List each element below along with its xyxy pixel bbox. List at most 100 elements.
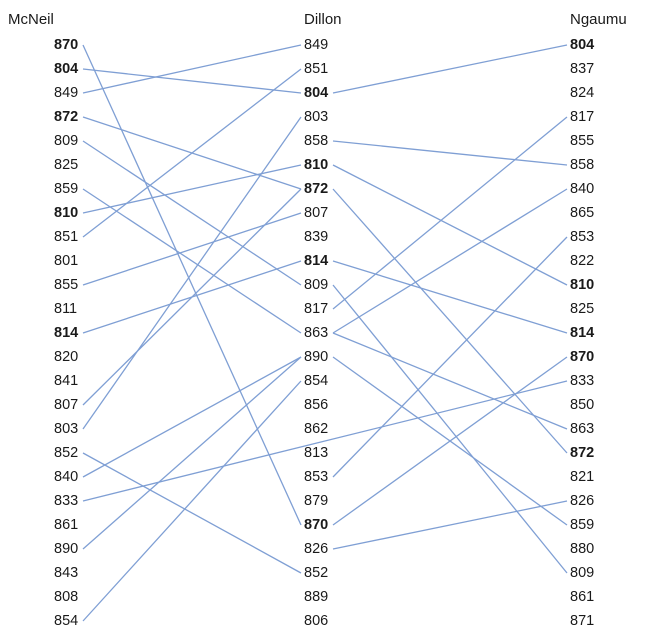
connector-line xyxy=(82,68,302,94)
dillon-value: 890 xyxy=(304,349,329,365)
ngaumu-value: 837 xyxy=(570,61,595,77)
mcneil-value: 810 xyxy=(54,205,79,221)
dillon-value: 849 xyxy=(304,37,329,53)
dillon-value: 806 xyxy=(304,613,329,629)
mcneil-value: 808 xyxy=(54,589,79,605)
dillon-value: 879 xyxy=(304,493,329,509)
dillon-value: 809 xyxy=(304,277,329,293)
connector-line xyxy=(82,116,302,430)
connector-line xyxy=(82,188,302,334)
connector-line xyxy=(332,116,568,310)
connector-line xyxy=(82,380,302,622)
ngaumu-value: 850 xyxy=(570,397,595,413)
dillon-value: 862 xyxy=(304,421,329,437)
ngaumu-value: 804 xyxy=(570,37,595,53)
mcneil-value: 851 xyxy=(54,229,79,245)
connector-line xyxy=(332,236,568,478)
dillon-value: 807 xyxy=(304,205,329,221)
dillon-value: 856 xyxy=(304,397,329,413)
mcneil-value: 803 xyxy=(54,421,79,437)
connector-line xyxy=(82,188,302,406)
mcneil-value: 890 xyxy=(54,541,79,557)
ngaumu-value: 821 xyxy=(570,469,595,485)
dillon-value: 872 xyxy=(304,181,329,197)
dillon-value: 854 xyxy=(304,373,329,389)
connector-line xyxy=(332,284,568,574)
mcneil-value: 840 xyxy=(54,469,79,485)
mcneil-value: 872 xyxy=(54,109,79,125)
mcneil-value: 852 xyxy=(54,445,79,461)
connector-line xyxy=(82,452,302,574)
mcneil-value: 811 xyxy=(54,301,78,317)
ngaumu-value: 817 xyxy=(570,109,595,125)
connector-line xyxy=(332,140,568,166)
ngaumu-value: 863 xyxy=(570,421,595,437)
mcneil-value: 841 xyxy=(54,373,79,389)
ngaumu-value: 865 xyxy=(570,205,595,221)
connector-line xyxy=(82,44,302,94)
connector-line xyxy=(332,164,568,286)
column-header-dillon: Dillon xyxy=(304,11,342,28)
connector-line xyxy=(82,140,302,286)
dillon-value: 839 xyxy=(304,229,329,245)
dillon-value: 853 xyxy=(304,469,329,485)
ngaumu-value: 833 xyxy=(570,373,595,389)
mcneil-value: 854 xyxy=(54,613,79,629)
dillon-value: 804 xyxy=(304,85,329,101)
connector-line xyxy=(332,500,568,550)
connector-line xyxy=(332,332,568,430)
connector-line xyxy=(82,380,568,502)
connector-line xyxy=(82,44,302,526)
ngaumu-value: 810 xyxy=(570,277,595,293)
mcneil-value: 849 xyxy=(54,85,79,101)
ngaumu-value: 861 xyxy=(570,589,595,605)
dillon-value: 817 xyxy=(304,301,329,317)
dillon-value: 826 xyxy=(304,541,329,557)
connector-line xyxy=(332,188,568,334)
connector-line xyxy=(82,212,302,286)
dillon-value: 851 xyxy=(304,61,329,77)
dillon-value: 814 xyxy=(304,253,329,269)
column-header-ngaumu: Ngaumu xyxy=(570,11,627,28)
mcneil-value: 859 xyxy=(54,181,79,197)
ngaumu-value: 880 xyxy=(570,541,595,557)
column-header-mcneil: McNeil xyxy=(8,11,54,28)
mcneil-value: 820 xyxy=(54,349,79,365)
ngaumu-value: 825 xyxy=(570,301,595,317)
ngaumu-value: 858 xyxy=(570,157,595,173)
ngaumu-value: 870 xyxy=(570,349,595,365)
dillon-value: 863 xyxy=(304,325,329,341)
connector-line xyxy=(82,356,302,478)
dillon-value: 870 xyxy=(304,517,329,533)
ngaumu-value: 872 xyxy=(570,445,595,461)
ngaumu-value: 840 xyxy=(570,181,595,197)
mcneil-value: 807 xyxy=(54,397,79,413)
connector-line xyxy=(82,68,302,238)
mcneil-value: 870 xyxy=(54,37,79,53)
mcneil-value: 861 xyxy=(54,517,79,533)
mcneil-value: 814 xyxy=(54,325,79,341)
ngaumu-value: 871 xyxy=(570,613,595,629)
ngaumu-value: 822 xyxy=(570,253,595,269)
connector-line xyxy=(82,356,302,550)
connector-line xyxy=(332,188,568,454)
connector-line xyxy=(332,260,568,334)
mcneil-value: 825 xyxy=(54,157,79,173)
connector-line xyxy=(332,356,568,526)
mcneil-value: 833 xyxy=(54,493,79,509)
ngaumu-value: 855 xyxy=(570,133,595,149)
connector-line xyxy=(82,164,302,214)
ngaumu-value: 826 xyxy=(570,493,595,509)
dillon-value: 858 xyxy=(304,133,329,149)
dillon-value: 803 xyxy=(304,109,329,125)
ngaumu-value: 809 xyxy=(570,565,595,581)
mcneil-value: 855 xyxy=(54,277,79,293)
ngaumu-value: 859 xyxy=(570,517,595,533)
mcneil-value: 843 xyxy=(54,565,79,581)
dillon-value: 810 xyxy=(304,157,329,173)
ngaumu-value: 853 xyxy=(570,229,595,245)
ngaumu-value: 814 xyxy=(570,325,595,341)
mcneil-value: 804 xyxy=(54,61,79,77)
